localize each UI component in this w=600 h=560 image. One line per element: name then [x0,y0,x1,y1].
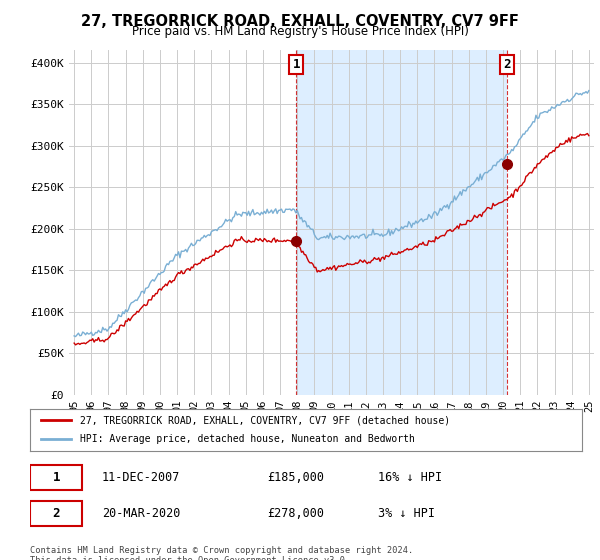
Text: 1: 1 [53,471,60,484]
Text: Price paid vs. HM Land Registry's House Price Index (HPI): Price paid vs. HM Land Registry's House … [131,25,469,38]
Text: £185,000: £185,000 [268,471,325,484]
Text: 27, TREGORRICK ROAD, EXHALL, COVENTRY, CV7 9FF: 27, TREGORRICK ROAD, EXHALL, COVENTRY, C… [81,14,519,29]
Text: 2: 2 [53,507,60,520]
Text: 2: 2 [503,58,511,71]
Text: HPI: Average price, detached house, Nuneaton and Bedworth: HPI: Average price, detached house, Nune… [80,435,415,445]
FancyBboxPatch shape [30,465,82,490]
Text: 20-MAR-2020: 20-MAR-2020 [102,507,180,520]
Text: £278,000: £278,000 [268,507,325,520]
Text: 16% ↓ HPI: 16% ↓ HPI [378,471,442,484]
Bar [296,50,507,395]
Text: 27, TREGORRICK ROAD, EXHALL, COVENTRY, CV7 9FF (detached house): 27, TREGORRICK ROAD, EXHALL, COVENTRY, C… [80,415,450,425]
Text: 11-DEC-2007: 11-DEC-2007 [102,471,180,484]
FancyBboxPatch shape [30,501,82,526]
Text: 3% ↓ HPI: 3% ↓ HPI [378,507,435,520]
Text: 1: 1 [293,58,300,71]
Text: Contains HM Land Registry data © Crown copyright and database right 2024.
This d: Contains HM Land Registry data © Crown c… [30,546,413,560]
